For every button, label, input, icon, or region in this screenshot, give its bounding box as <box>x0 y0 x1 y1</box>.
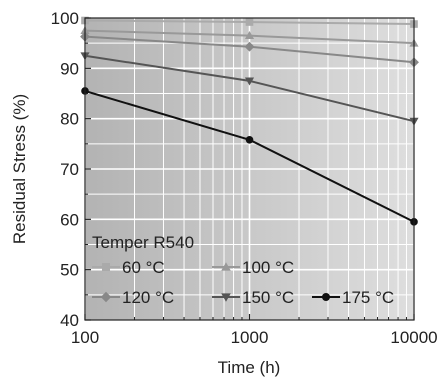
data-point <box>244 31 255 40</box>
legend-marker <box>221 293 231 302</box>
x-tick-label: 1000 <box>231 328 269 347</box>
legend-marker <box>102 263 110 271</box>
legend-label: 175 °C <box>342 288 394 307</box>
y-tick-label: 100 <box>51 9 79 28</box>
data-point <box>245 18 254 26</box>
legend-label: 120 °C <box>122 288 174 307</box>
y-tick-label: 40 <box>60 311 79 330</box>
x-tick-label: 10000 <box>390 328 437 347</box>
legend-label: 60 °C <box>122 258 165 277</box>
legend: Temper R540 60 °C 100 °C 120 °C 150 °C 175 °… <box>92 233 394 307</box>
y-tick-label: 80 <box>60 110 79 129</box>
series-layer <box>80 16 419 226</box>
data-point <box>244 41 255 52</box>
tick-labels: 40 50 60 70 80 90 100 100 1000 10000 <box>51 9 438 347</box>
y-axis-title: Residual Stress (%) <box>10 94 29 244</box>
data-point <box>245 136 254 144</box>
x-axis-title: Time (h) <box>218 358 281 377</box>
legend-label: 150 °C <box>242 288 294 307</box>
x-tick-label: 100 <box>71 328 99 347</box>
y-tick-label: 60 <box>60 210 79 229</box>
y-tick-label: 70 <box>60 160 79 179</box>
series-1 <box>80 26 419 47</box>
legend-marker <box>221 262 231 271</box>
legend-label: 100 °C <box>242 258 294 277</box>
data-point <box>244 77 255 86</box>
legend-marker <box>322 293 330 301</box>
ticks <box>84 17 415 321</box>
y-tick-label: 90 <box>60 59 79 78</box>
y-tick-label: 50 <box>60 261 79 280</box>
legend-title: Temper R540 <box>92 233 194 252</box>
legend-marker <box>100 291 112 303</box>
